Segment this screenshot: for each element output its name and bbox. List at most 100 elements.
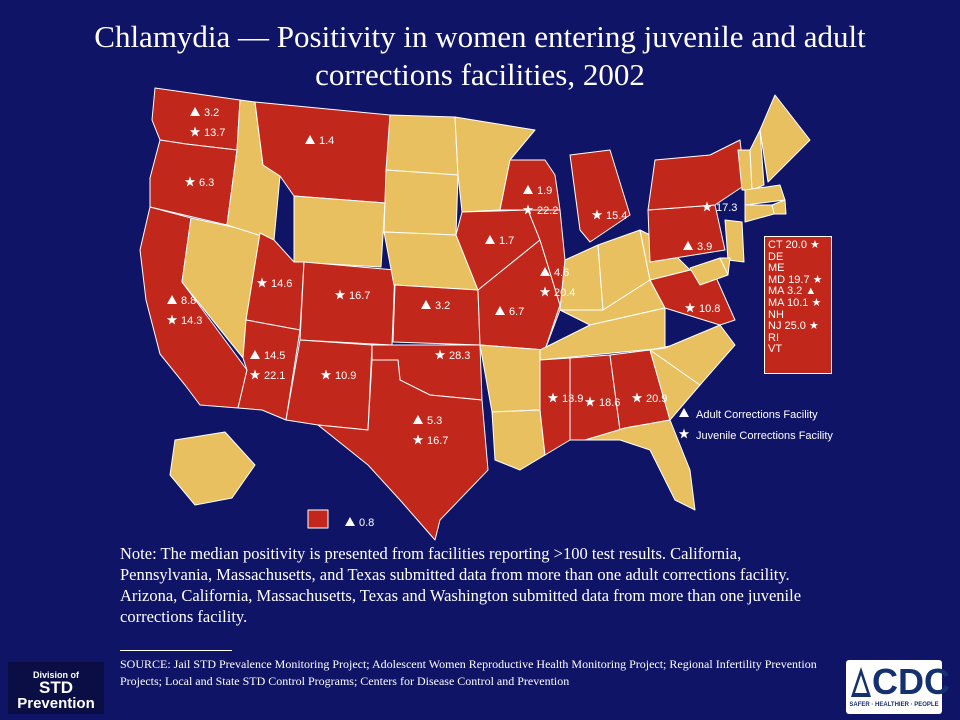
value-label-ms-juvenile: 13.9 [562,393,583,405]
state-ri [771,199,787,215]
northeast-row-nh: NH [768,308,831,322]
northeast-row-ri: RI [768,331,831,345]
value-label-il-juvenile: 20.4 [554,287,575,299]
state-nj [724,219,745,263]
star-icon: ★ [811,296,822,309]
state-co [299,261,396,346]
value-label-mi-juvenile: 15.4 [606,210,627,222]
state-az [237,319,301,421]
northeast-state-code: DE [768,250,784,263]
state-nd [385,114,459,176]
star-icon [678,428,690,439]
northeast-row-me: ME [768,262,831,275]
state-ks [392,284,481,346]
northeast-state-code: CT [768,239,783,251]
star-icon: ★ [812,273,823,286]
value-label-wa-adult: 3.2 [204,107,219,119]
map-title: Chlamydia — Positivity in women entering… [94,19,866,92]
value-label-tx-adult: 5.3 [427,415,442,427]
source-text: SOURCE: Jail STD Prevalence Monitoring P… [120,657,817,688]
northeast-value: 20.0 [782,239,810,251]
cdc-tagline: SAFER · HEALTHIER · PEOPLE [849,702,939,708]
state-fl [584,419,696,511]
value-label-wi-juvenile: 22.2 [537,205,558,217]
legend-adult: Adult Corrections Facility [696,409,818,421]
value-label-ut-juvenile: 14.6 [271,278,292,290]
state-hi [307,509,329,529]
value-label-mt-adult: 1.4 [319,135,334,147]
northeast-state-code: MA [768,285,784,298]
value-label-al-juvenile: 18.6 [599,397,620,409]
division-of-std-prevention-logo: Division of STD Prevention [8,662,104,714]
northeast-value: 25.0 [781,320,809,333]
value-label-va-juvenile: 10.8 [699,303,720,315]
northeast-value: 3.2 [783,285,806,298]
state-tn [539,307,666,361]
value-label-ca-juvenile: 14.3 [181,315,202,327]
triangle-icon [345,517,355,526]
value-label-co-juvenile: 16.7 [349,290,370,302]
northeast-value: 10.1 [783,296,812,309]
state-ak [169,431,256,506]
value-label-az-adult: 14.5 [264,350,285,362]
northeast-state-code: NJ [768,320,782,333]
northeast-state-code: NH [768,308,784,321]
northeast-state-code: MD [768,273,786,286]
state-il [527,209,566,351]
state-nc [649,324,736,386]
northeast-row-ma: MA 10.1 ★ [768,296,831,310]
value-label-wi-adult: 1.9 [537,185,552,197]
star-icon: ★ [810,239,820,251]
northeast-state-code: VT [768,343,783,356]
value-label-hi-adult: 0.8 [359,517,374,529]
value-label-tx-juvenile: 16.7 [427,435,448,447]
triangle-icon [679,408,689,417]
value-label-wa-juvenile: 13.7 [204,127,225,139]
value-label-ca-adult: 8.8 [181,295,196,307]
state-mi [569,149,631,243]
logo-line-3: Prevention [17,695,95,712]
state-nh [749,129,765,191]
state-md [689,257,729,286]
northeast-row-de: DE [768,250,831,264]
northeast-states-box: CT 20.0 ★ DE ME MD 19.7 ★ MA 3.2 ▲ MA 10.1 ★ N… [764,236,832,374]
cdc-wordmark: CDC [872,661,950,702]
cdc-logo: CDC SAFER · HEALTHIER · PEOPLE [846,660,950,714]
state-nm [285,339,373,431]
note-text: Note: The median positivity is presented… [120,544,802,626]
state-ct [744,204,775,223]
star-icon: ★ [808,320,819,333]
value-label-nm-juvenile: 10.9 [335,370,356,382]
eagle-icon [851,667,871,697]
northeast-row-nj: NJ 25.0 ★ [768,320,831,333]
northeast-state-code: RI [768,331,779,344]
state-sd [383,169,459,236]
northeast-state-code: ME [768,262,785,275]
value-label-ga-juvenile: 20.9 [646,393,667,405]
northeast-row-ma: MA 3.2 ▲ [768,286,831,298]
northeast-row-ct: CT 20.0 ★ [768,239,831,252]
state-ar [479,344,546,413]
northeast-row-md: MD 19.7 ★ [768,273,831,287]
value-label-or-juvenile: 6.3 [199,177,214,189]
state-ny [647,139,746,211]
value-label-il-adult: 4.6 [554,267,569,279]
northeast-row-vt: VT [768,344,831,356]
value-label-ok-juvenile: 28.3 [449,350,470,362]
northeast-value: 19.7 [785,273,813,286]
state-la [491,409,546,471]
value-label-mo-adult: 6.7 [509,306,524,318]
state-ms [539,357,571,456]
state-wy [293,195,386,268]
value-label-ny-juvenile: 17.3 [716,202,737,214]
value-label-pa-adult: 3.9 [697,241,712,253]
logo-line-2: STD [39,678,73,697]
logo-line-1: Division of [32,670,79,680]
state-pa [647,204,726,263]
value-label-az-juvenile: 22.1 [264,370,285,382]
value-label-ia-adult: 1.7 [499,235,514,247]
triangle-icon: ▲ [805,285,817,298]
legend-juvenile: Juvenile Corrections Facility [696,430,833,442]
